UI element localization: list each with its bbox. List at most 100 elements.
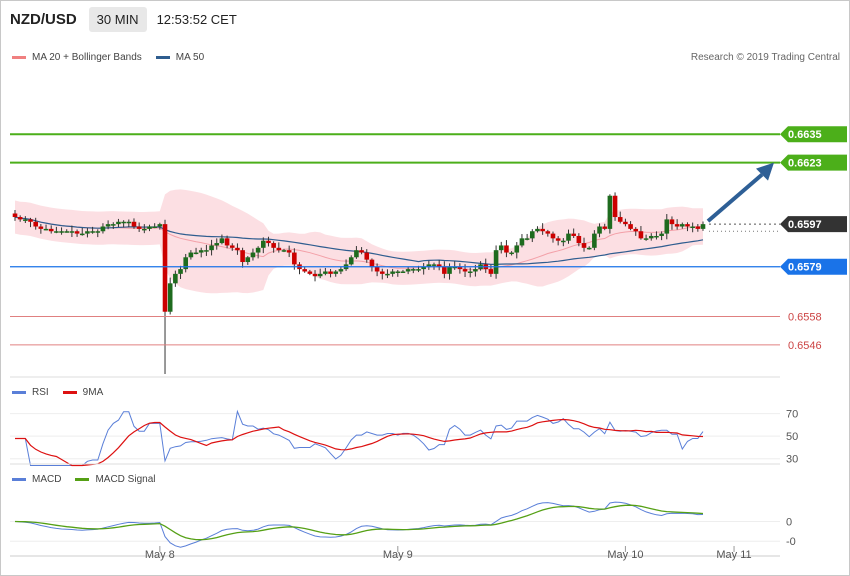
candle-body [555, 238, 561, 241]
candle [555, 236, 561, 246]
x-axis: May 8 May 9 May 10 May 11 [10, 546, 780, 561]
candle-body [250, 252, 256, 258]
candle-body [323, 271, 328, 274]
candle-body [431, 264, 437, 266]
ma20-line [14, 216, 704, 271]
candle [561, 238, 566, 247]
candle-body [540, 228, 545, 232]
price-level-value: 0.6635 [788, 129, 822, 141]
candle [167, 277, 173, 315]
candle-body [193, 252, 199, 255]
candle [514, 242, 520, 259]
candle-body [561, 240, 566, 243]
candle-body [136, 226, 142, 229]
candle-body [312, 273, 318, 277]
x-tick-label: May 11 [716, 549, 751, 561]
candle [566, 229, 571, 244]
candle [85, 228, 90, 238]
ma50-legend-label: MA 50 [175, 52, 205, 63]
rsi-swatch [12, 391, 26, 394]
candle [110, 222, 116, 229]
candle [659, 231, 664, 241]
candle-body [59, 231, 64, 233]
macd-legend-label: MACD [32, 474, 62, 485]
timeframe-button[interactable]: 30 MIN [88, 6, 147, 32]
candle-body [245, 257, 251, 263]
price-level-value: 0.6597 [788, 219, 822, 231]
candle-body [400, 271, 406, 273]
candle [33, 217, 38, 230]
candle [43, 224, 49, 231]
macd-signal-line [14, 504, 704, 541]
candle [266, 236, 271, 247]
candle-body [23, 219, 28, 221]
rsi-pane: 30 50 70 [10, 376, 798, 467]
candle-body [473, 269, 478, 272]
candle-body [664, 219, 670, 234]
candle-body [54, 231, 59, 233]
candle-body [369, 259, 375, 267]
candle [436, 260, 442, 271]
candle-body [685, 224, 690, 227]
candle-body [447, 266, 452, 274]
candle [245, 256, 251, 265]
candle [131, 218, 137, 229]
candle [493, 245, 499, 279]
candle-body [348, 257, 354, 265]
candle-body [198, 250, 204, 253]
price-level-value: 0.6546 [788, 340, 822, 352]
candle [457, 263, 463, 274]
candle [498, 241, 504, 254]
candle-body [85, 231, 90, 234]
candle-body [442, 266, 447, 274]
candle [59, 227, 64, 235]
candle-body [43, 228, 49, 231]
candle [116, 218, 121, 227]
candle [193, 247, 199, 255]
candle-body [498, 245, 504, 251]
candle [467, 267, 473, 278]
candle-body [607, 195, 613, 229]
candle [271, 241, 276, 253]
candle [674, 219, 680, 230]
price-level-label: 0.6546 [788, 340, 822, 352]
candle-body [648, 235, 654, 239]
ma50-swatch [155, 56, 170, 59]
candle-body [173, 273, 178, 284]
candle-body [17, 217, 23, 220]
research-credit: Research © 2019 Trading Central [690, 52, 840, 63]
candle [12, 209, 18, 221]
candle-body [374, 266, 380, 272]
macd-tick-label: -0 [786, 536, 796, 548]
candle-body [178, 269, 183, 274]
candle-body [385, 273, 390, 276]
candle [535, 226, 540, 233]
candle [90, 226, 95, 234]
candle-body [700, 224, 706, 229]
candle [524, 233, 530, 241]
candle [198, 247, 204, 258]
candle-body [550, 233, 556, 239]
candle-body [28, 219, 33, 222]
candle-body [426, 264, 432, 267]
rsi-tick-label: 30 [786, 454, 798, 466]
candle [204, 244, 209, 256]
candle-body [12, 213, 18, 218]
candle [48, 225, 54, 234]
candle [628, 221, 633, 231]
candle-body [167, 283, 173, 312]
candle-body [79, 233, 85, 236]
rsi-tick-label: 70 [786, 409, 798, 421]
candle-body [514, 245, 520, 253]
price-level-label: 0.6558 [788, 311, 822, 323]
projection-arrow-shaft [706, 173, 764, 223]
candle [38, 223, 44, 234]
candle [142, 224, 147, 234]
candle-body [695, 226, 701, 229]
candle-body [183, 257, 189, 270]
candle [54, 226, 59, 234]
candle-body [690, 226, 695, 229]
candle [173, 270, 178, 287]
clock-label: 12:53:52 CET [156, 11, 237, 27]
